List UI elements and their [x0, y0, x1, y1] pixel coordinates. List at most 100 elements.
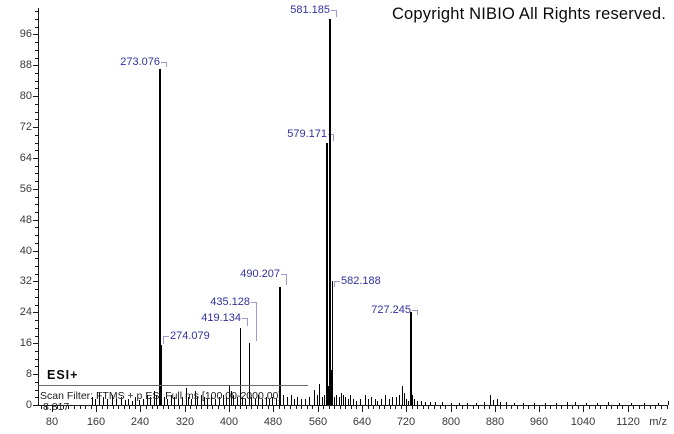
y-tick-label: 32	[19, 275, 32, 287]
y-minor-tick	[35, 227, 38, 228]
x-minor-tick	[373, 406, 374, 409]
y-minor-tick	[35, 289, 38, 290]
y-major-tick	[33, 251, 38, 252]
minor-peak-line	[128, 399, 129, 405]
minor-peak-line	[223, 395, 224, 405]
x-minor-tick	[561, 406, 562, 409]
x-major-tick	[140, 406, 141, 412]
x-minor-tick	[174, 406, 175, 409]
x-tick-label: 800	[441, 416, 461, 428]
minor-peak-line	[116, 399, 117, 405]
minor-peak-line	[353, 399, 354, 405]
y-major-tick	[33, 96, 38, 97]
minor-peak-line	[631, 403, 632, 405]
x-minor-tick	[528, 406, 529, 409]
x-minor-tick	[517, 406, 518, 409]
x-major-tick	[451, 406, 452, 412]
x-minor-tick	[351, 406, 352, 409]
x-minor-tick	[523, 406, 524, 409]
minor-peak-line	[404, 393, 405, 405]
peak-label-bracket-v	[247, 318, 248, 326]
y-major-tick	[33, 189, 38, 190]
peak-label-bracket-h	[242, 318, 248, 319]
y-minor-tick	[35, 135, 38, 136]
minor-peak-line	[375, 399, 376, 405]
y-minor-tick	[35, 397, 38, 398]
x-major-tick	[52, 406, 53, 412]
x-minor-tick	[340, 406, 341, 409]
x-minor-tick	[639, 406, 640, 409]
y-major-tick	[33, 374, 38, 375]
x-minor-tick	[179, 406, 180, 409]
minor-peak-line	[451, 403, 452, 405]
minor-peak-line	[258, 395, 259, 405]
x-minor-tick	[384, 406, 385, 409]
major-peak-line	[240, 328, 241, 405]
x-minor-tick	[323, 406, 324, 409]
y-minor-tick	[35, 336, 38, 337]
minor-peak-line	[586, 403, 587, 405]
x-minor-tick	[456, 406, 457, 409]
minor-peak-line	[545, 403, 546, 405]
y-major-tick	[33, 65, 38, 66]
x-major-tick	[495, 406, 496, 412]
minor-peak-line	[305, 399, 306, 405]
x-major-tick	[583, 406, 584, 412]
minor-peak-line	[201, 395, 202, 405]
x-minor-tick	[157, 406, 158, 409]
minor-peak-line	[408, 401, 409, 405]
x-minor-tick	[428, 406, 429, 409]
minor-peak-line	[266, 397, 267, 405]
x-minor-tick	[368, 406, 369, 409]
y-minor-tick	[35, 42, 38, 43]
x-axis-line	[38, 405, 668, 406]
peak-label: 581.185	[290, 4, 330, 16]
minor-peak-line	[291, 395, 292, 405]
x-tick-label: 1120	[616, 416, 640, 428]
minor-peak-line	[237, 397, 238, 405]
y-minor-tick	[35, 73, 38, 74]
x-minor-tick	[650, 406, 651, 409]
y-tick-label: 96	[19, 28, 32, 40]
minor-peak-line	[339, 397, 340, 405]
x-minor-tick	[661, 406, 662, 409]
x-minor-tick	[334, 406, 335, 409]
minor-peak-line	[262, 399, 263, 405]
minor-peak-line	[195, 391, 196, 405]
y-tick-label: 16	[19, 337, 32, 349]
minor-peak-line	[322, 397, 323, 405]
minor-peak-line	[207, 399, 208, 405]
x-minor-tick	[118, 406, 119, 409]
peak-label: 435.128	[210, 296, 250, 308]
peak-label-bracket-h	[328, 134, 334, 135]
y-minor-tick	[35, 204, 38, 205]
minor-peak-line	[608, 402, 609, 405]
peak-label-bracket-v	[334, 281, 335, 287]
major-peak-line	[332, 281, 333, 405]
minor-peak-line	[385, 395, 386, 405]
minor-peak-line	[619, 403, 620, 405]
minor-peak-line	[356, 401, 357, 405]
x-tick-label: 320	[175, 416, 195, 428]
y-minor-tick	[35, 274, 38, 275]
peak-label-bracket-h	[251, 302, 257, 303]
y-minor-tick	[35, 88, 38, 89]
minor-peak-line	[135, 397, 136, 405]
minor-peak-line	[402, 386, 403, 405]
major-peak-line	[161, 345, 162, 405]
x-minor-tick	[633, 406, 634, 409]
minor-peak-line	[226, 397, 227, 405]
minor-peak-line	[156, 395, 157, 405]
minor-peak-line	[435, 402, 436, 405]
scan-filter-text: Scan Filter: FTMS + p ESI Full ms [100.0…	[40, 390, 282, 402]
x-minor-tick	[57, 406, 58, 409]
peak-label: 419.134	[201, 312, 241, 324]
y-minor-tick	[35, 119, 38, 120]
minor-peak-line	[245, 399, 246, 405]
x-minor-tick	[262, 406, 263, 409]
peak-label-bracket-v	[166, 62, 167, 67]
minor-peak-line	[343, 395, 344, 405]
x-minor-tick	[113, 406, 114, 409]
x-minor-tick	[307, 406, 308, 409]
minor-peak-line	[328, 386, 329, 405]
